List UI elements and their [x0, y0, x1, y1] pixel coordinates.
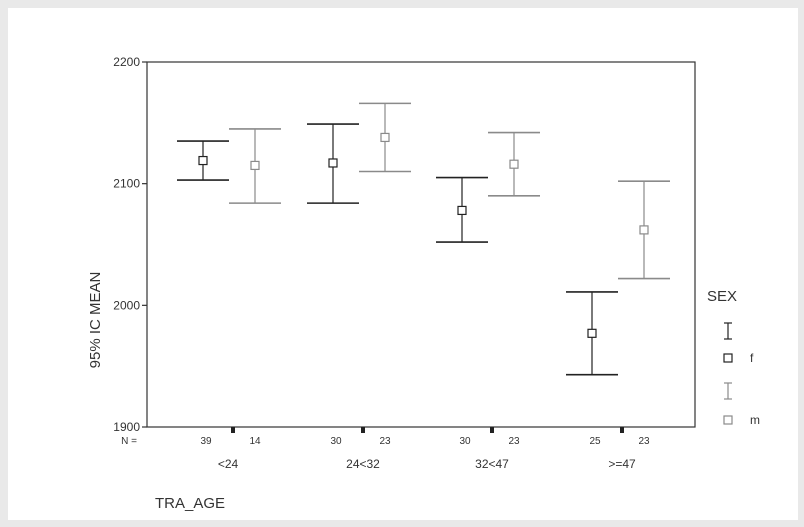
error-bar-marks: [177, 102, 670, 376]
n-count-labels: 39 30 30 25 14 23 23 23: [200, 436, 650, 447]
x-tick: [490, 427, 494, 433]
y-tick-label: 2200: [113, 55, 140, 69]
mean-marker-f: [328, 158, 338, 168]
n-count-m: 23: [508, 436, 520, 447]
mean-marker-f: [457, 205, 467, 216]
y-tick-label: 1900: [113, 420, 140, 434]
y-axis-title: 95% IC MEAN: [87, 272, 104, 369]
n-count-f: 30: [459, 436, 471, 447]
legend-label-m: m: [750, 413, 760, 427]
n-count-m: 14: [249, 436, 261, 447]
mean-marker-m: [380, 132, 390, 143]
mean-marker-m: [250, 160, 260, 171]
n-row-label: N =: [121, 436, 137, 447]
x-axis-title: TRA_AGE: [155, 495, 225, 512]
x-axis: <24 24<32 32<47 >=47: [218, 427, 636, 471]
legend-marker-f: [723, 353, 733, 363]
x-tick: [620, 427, 624, 433]
legend-marker-m: [723, 415, 733, 425]
legend-label-f: f: [750, 351, 754, 365]
mean-marker-f: [198, 155, 208, 166]
x-category-label: 32<47: [475, 457, 509, 471]
x-tick: [231, 427, 235, 433]
mean-marker-f: [587, 328, 597, 338]
plot-area-frame: [146, 61, 696, 428]
mean-marker-m: [639, 225, 649, 235]
x-category-label: 24<32: [346, 457, 380, 471]
n-count-m: 23: [379, 436, 391, 447]
legend-title: SEX: [707, 288, 737, 305]
y-axis: 1900 2000 2100 2200: [113, 55, 147, 434]
n-count-f: 30: [330, 436, 342, 447]
n-count-f: 39: [200, 436, 212, 447]
y-tick-label: 2100: [113, 177, 140, 191]
n-count-m: 23: [638, 436, 650, 447]
x-category-label: <24: [218, 457, 239, 471]
mean-marker-m: [509, 159, 519, 169]
legend: fm: [723, 322, 760, 427]
chart-background: [8, 8, 798, 520]
x-category-label: >=47: [608, 457, 636, 471]
y-tick-label: 2000: [113, 298, 140, 312]
x-tick: [361, 427, 365, 433]
n-count-f: 25: [589, 436, 601, 447]
